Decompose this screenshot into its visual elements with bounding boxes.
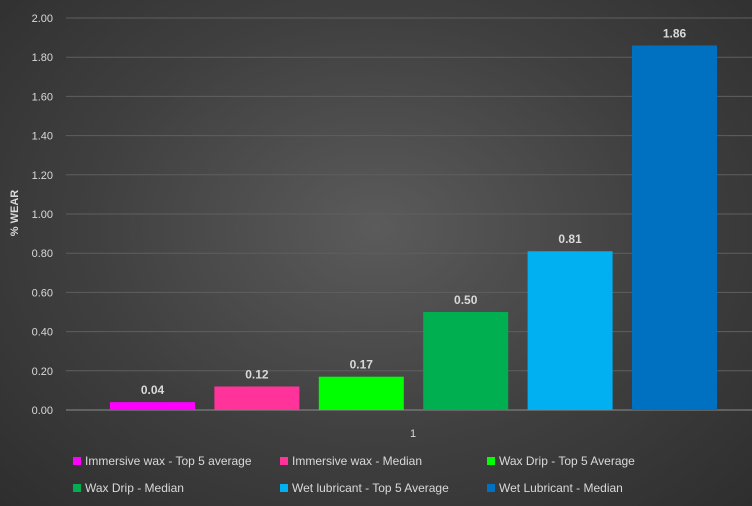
bar [214,386,300,410]
legend-swatch [73,457,81,465]
y-tick-label: 1.60 [32,91,53,103]
data-label: 0.81 [558,232,582,246]
legend-swatch [280,457,288,465]
bar [423,312,509,410]
data-label: 0.50 [454,293,478,307]
data-label: 0.17 [350,358,374,372]
legend: Immersive wax - Top 5 average Immersive w… [73,454,635,495]
bar [318,376,404,410]
bars [110,45,717,410]
y-tick-label: 1.40 [32,131,53,143]
y-tick-label: 0.60 [32,287,53,299]
y-tick-label: 0.20 [32,366,53,378]
data-labels: 0.04 0.12 0.17 0.50 0.81 1.86 [141,26,687,397]
y-axis-label: % WEAR [9,190,21,237]
bar [632,45,717,410]
legend-entry-label: Wet Lubricant - Median [499,481,623,495]
legend-entry-label: Immersive wax - Median [292,454,422,468]
y-tick-label: 0.80 [32,248,53,260]
legend-swatch [487,457,495,465]
bar [527,251,613,410]
data-label: 0.04 [141,383,165,397]
legend-swatch [487,484,495,492]
y-tick-label: 0.00 [32,405,53,417]
y-axis-ticks: 0.00 0.20 0.40 0.60 0.80 1.00 1.20 1.40 1.60 1.80… [32,13,53,417]
bar [110,402,195,410]
legend-swatch [280,484,288,492]
y-tick-label: 0.40 [32,327,53,339]
legend-entry-label: Wax Drip - Top 5 Average [499,454,635,468]
y-tick-label: 1.00 [32,209,53,221]
legend-swatch [73,484,81,492]
y-tick-label: 1.80 [32,52,53,64]
y-tick-label: 2.00 [32,13,53,25]
data-label: 0.12 [245,367,269,381]
data-label: 1.86 [663,26,687,40]
legend-entry-label: Wet lubricant - Top 5 Average [292,481,449,495]
legend-entry-label: Immersive wax - Top 5 average [85,454,252,468]
x-axis-category-label: 1 [410,428,416,440]
legend-entry-label: Wax Drip - Median [85,481,184,495]
y-tick-label: 1.20 [32,170,53,182]
